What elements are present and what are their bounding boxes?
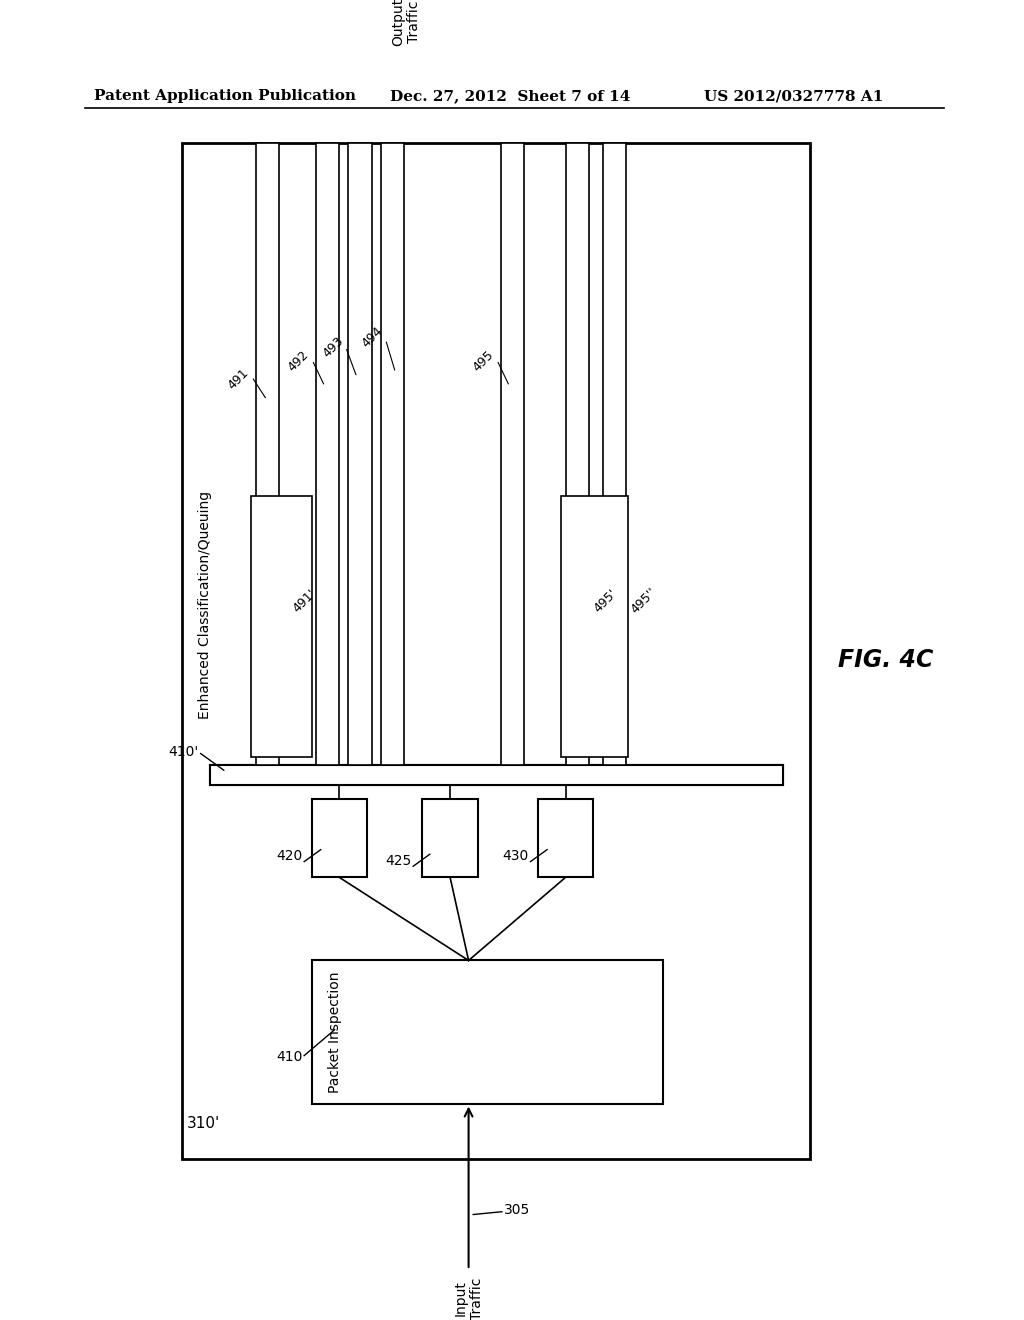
Bar	[381, 143, 403, 764]
Text: 430: 430	[503, 850, 528, 863]
Text: 310': 310'	[186, 1117, 220, 1131]
Bar	[602, 143, 626, 764]
Text: Packet Inspection: Packet Inspection	[328, 972, 342, 1093]
Bar	[501, 143, 524, 764]
Bar	[311, 961, 663, 1104]
Text: 410': 410'	[169, 744, 199, 759]
Bar	[561, 496, 629, 758]
Text: Patent Application Publication: Patent Application Publication	[94, 90, 356, 103]
Text: 425: 425	[385, 854, 412, 869]
Text: Dec. 27, 2012  Sheet 7 of 14: Dec. 27, 2012 Sheet 7 of 14	[390, 90, 631, 103]
Text: 491: 491	[225, 366, 252, 392]
Text: 495: 495	[470, 347, 497, 374]
Bar	[311, 799, 367, 878]
Text: 494: 494	[359, 325, 385, 351]
Text: 492: 492	[286, 347, 311, 374]
Bar	[348, 143, 372, 764]
Bar	[210, 764, 782, 785]
Text: 495'': 495''	[628, 585, 658, 616]
Text: 305: 305	[504, 1203, 530, 1217]
Bar	[256, 143, 280, 764]
Bar	[565, 143, 589, 764]
Text: 493: 493	[321, 334, 347, 360]
Text: Enhanced Classification/Queuing: Enhanced Classification/Queuing	[199, 491, 212, 719]
Text: 495': 495'	[591, 586, 620, 615]
Bar	[252, 496, 311, 758]
Text: 410: 410	[275, 1051, 302, 1064]
Bar	[182, 143, 810, 1159]
Text: US 2012/0327778 A1: US 2012/0327778 A1	[705, 90, 884, 103]
Text: 491': 491'	[291, 586, 319, 615]
Bar	[538, 799, 593, 878]
Bar	[316, 143, 339, 764]
Bar	[210, 764, 782, 785]
Text: FIG. 4C: FIG. 4C	[838, 648, 934, 672]
Text: Input
Traffic: Input Traffic	[454, 1278, 483, 1320]
Text: 420: 420	[276, 850, 302, 863]
Bar	[422, 799, 478, 878]
Text: Output
Traffic: Output Traffic	[391, 0, 421, 46]
